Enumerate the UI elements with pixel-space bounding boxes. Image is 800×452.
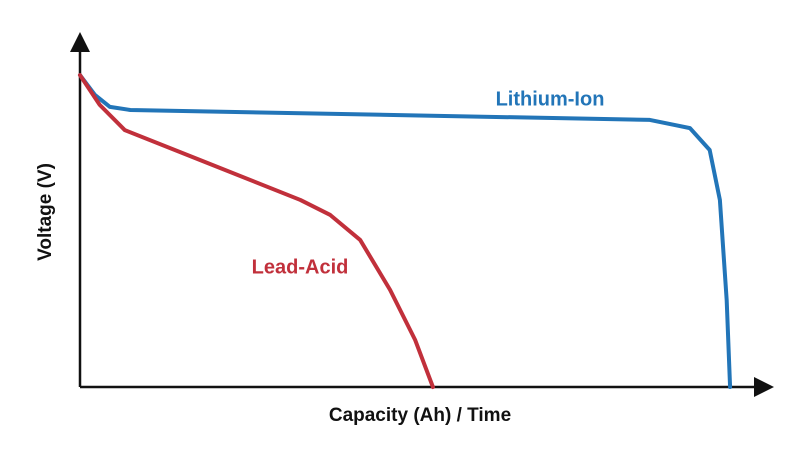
x-axis-label: Capacity (Ah) / Time <box>329 405 511 426</box>
data-line <box>78 73 435 389</box>
data-line <box>78 73 733 389</box>
series-label: Lithium-Ion <box>496 88 605 110</box>
series-label: Lead-Acid <box>252 256 349 278</box>
y-axis-label: Voltage (V) <box>35 163 56 261</box>
